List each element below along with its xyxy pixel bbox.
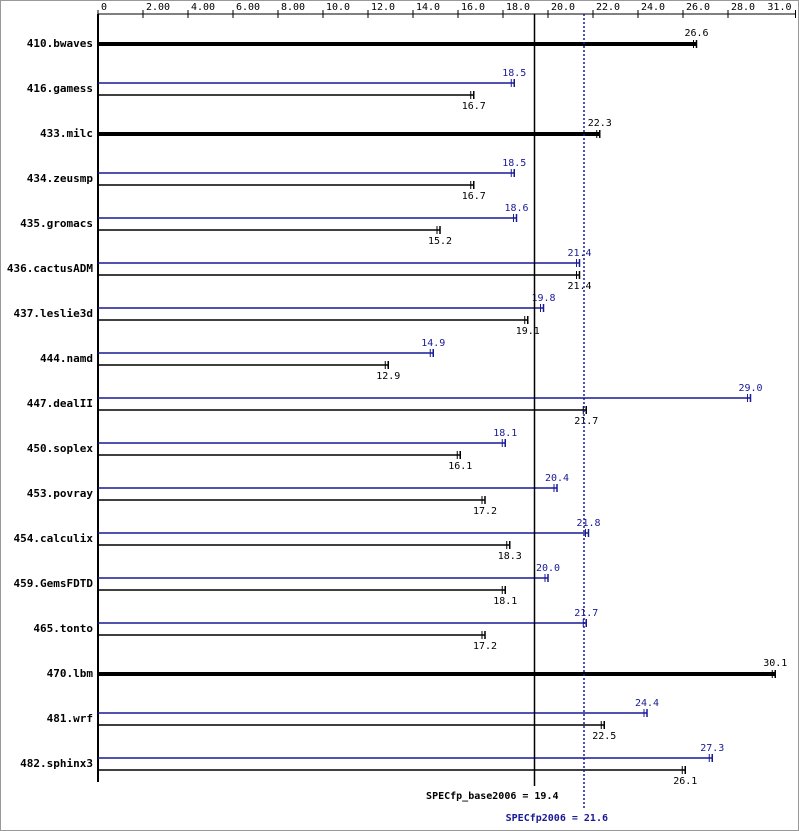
value-label: 19.1 (516, 326, 540, 337)
value-label: 22.3 (588, 118, 612, 129)
value-label: 29.0 (738, 383, 762, 394)
value-label: 20.4 (545, 473, 569, 484)
value-label: 17.2 (473, 506, 497, 517)
value-label: 15.2 (428, 236, 452, 247)
category-label: 444.namd (40, 352, 93, 365)
value-label: 18.1 (493, 428, 517, 439)
x-tick-label: 10.0 (326, 2, 350, 13)
value-label: 18.5 (502, 158, 526, 169)
category-label: 437.leslie3d (14, 307, 93, 320)
category-label: 481.wrf (47, 712, 93, 725)
value-label: 16.7 (462, 191, 486, 202)
value-label: 27.3 (700, 743, 724, 754)
value-label: 20.0 (536, 563, 560, 574)
category-label: 459.GemsFDTD (14, 577, 94, 590)
category-label: 416.gamess (27, 82, 93, 95)
x-tick-label: 14.0 (416, 2, 440, 13)
value-label: 21.7 (574, 608, 598, 619)
value-label: 16.7 (462, 101, 486, 112)
x-tick-label: 8.00 (281, 2, 305, 13)
value-label: 21.4 (567, 281, 591, 292)
value-label: 16.1 (448, 461, 472, 472)
value-label: 22.5 (592, 731, 616, 742)
value-label: 30.1 (763, 658, 787, 669)
category-label: 450.soplex (27, 442, 94, 455)
reference-label: SPECfp_base2006 = 19.4 (426, 791, 558, 802)
x-tick-label: 26.0 (686, 2, 710, 13)
value-label: 19.8 (531, 293, 555, 304)
category-label: 454.calculix (14, 532, 94, 545)
value-label: 18.1 (493, 596, 517, 607)
category-label: 433.milc (40, 127, 93, 140)
x-tick-label: 0 (101, 2, 107, 13)
value-label: 14.9 (421, 338, 445, 349)
x-tick-label: 4.00 (191, 2, 215, 13)
category-label: 453.povray (27, 487, 94, 500)
value-label: 12.9 (376, 371, 400, 382)
x-tick-label: 12.0 (371, 2, 395, 13)
category-label: 410.bwaves (27, 37, 93, 50)
value-label: 26.1 (673, 776, 697, 787)
value-label: 21.4 (567, 248, 591, 259)
value-label: 18.3 (498, 551, 522, 562)
value-label: 18.6 (504, 203, 528, 214)
x-tick-label: 6.00 (236, 2, 260, 13)
category-label: 436.cactusADM (7, 262, 93, 275)
reference-label: SPECfp2006 = 21.6 (506, 813, 608, 824)
x-tick-label: 18.0 (506, 2, 530, 13)
category-label: 482.sphinx3 (20, 757, 93, 770)
x-tick-label: 20.0 (551, 2, 575, 13)
value-label: 21.8 (576, 518, 600, 529)
value-label: 18.5 (502, 68, 526, 79)
x-tick-label: 2.00 (146, 2, 170, 13)
category-label: 447.dealII (27, 397, 93, 410)
category-label: 470.lbm (47, 667, 94, 680)
x-tick-label: 16.0 (461, 2, 485, 13)
category-label: 435.gromacs (20, 217, 93, 230)
value-label: 17.2 (473, 641, 497, 652)
category-label: 434.zeusmp (27, 172, 94, 185)
value-label: 21.7 (574, 416, 598, 427)
value-label: 24.4 (635, 698, 659, 709)
x-tick-label: 24.0 (641, 2, 665, 13)
x-tick-label: 28.0 (731, 2, 755, 13)
value-label: 26.6 (684, 28, 708, 39)
x-tick-label: 22.0 (596, 2, 620, 13)
category-label: 465.tonto (33, 622, 93, 635)
x-tick-label: 31.0 (767, 2, 791, 13)
